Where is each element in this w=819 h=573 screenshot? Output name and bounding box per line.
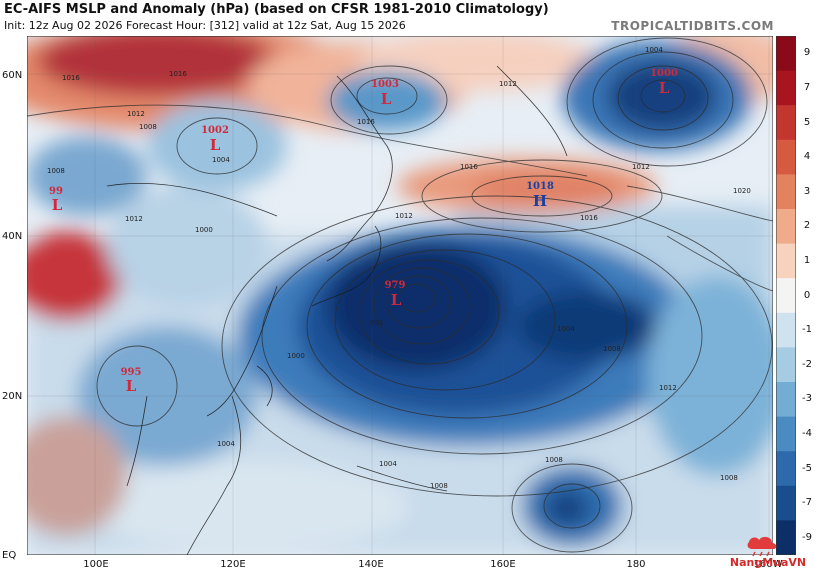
high-pressure-symbol: H bbox=[533, 192, 547, 210]
site-brand: TROPICALTIDBITS.COM bbox=[611, 19, 774, 33]
anomaly-field bbox=[27, 36, 773, 555]
pressure-center-value: 1000 bbox=[650, 68, 678, 79]
mslp-anomaly-map: 1004 1012 1016 1012 1016 1016 1008 1012 … bbox=[27, 36, 773, 555]
isobar-label: 1004 bbox=[212, 156, 230, 164]
pressure-center-value: 99 bbox=[49, 186, 63, 197]
pressure-center-value: 979 bbox=[385, 280, 406, 291]
isobar-label: 1016 bbox=[62, 74, 80, 82]
colorbar-label: 5 bbox=[803, 116, 811, 128]
colorbar-label: -7 bbox=[802, 497, 812, 509]
lon-label: 140E bbox=[358, 559, 384, 570]
colorbar-label: 4 bbox=[803, 151, 811, 163]
colorbar-swatch bbox=[776, 485, 796, 521]
colorbar-label: 0 bbox=[803, 289, 811, 301]
colorbar-swatch bbox=[776, 347, 796, 383]
colorbar-swatch bbox=[776, 174, 796, 210]
colorbar-label: 9 bbox=[803, 47, 811, 59]
colorbar-swatch bbox=[776, 139, 796, 175]
isobar-label: 1004 bbox=[379, 460, 397, 468]
low-pressure-symbol: L bbox=[210, 136, 221, 154]
isobar-label: 1008 bbox=[139, 123, 157, 131]
lat-label: 40N bbox=[2, 231, 23, 242]
colorbar-swatch bbox=[776, 416, 796, 452]
colorbar-label: -3 bbox=[802, 393, 812, 405]
lon-label: 100E bbox=[83, 559, 109, 570]
graticule bbox=[27, 36, 773, 555]
colorbar-swatch bbox=[776, 520, 796, 555]
lat-label: 20N bbox=[2, 391, 23, 402]
low-pressure-symbol: L bbox=[52, 196, 63, 214]
lon-label: 160W bbox=[753, 559, 783, 570]
colorbar-swatch bbox=[776, 278, 796, 314]
isobar-label: 1008 bbox=[603, 345, 621, 353]
lon-label: 160E bbox=[490, 559, 516, 570]
anomaly-colorbar bbox=[776, 36, 796, 555]
chart-title: EC-AIFS MSLP and Anomaly (hPa) (based on… bbox=[4, 2, 549, 17]
colorbar-swatch bbox=[776, 312, 796, 348]
isobar-label: 1008 bbox=[720, 474, 738, 482]
isobar-label: 1004 bbox=[557, 325, 575, 333]
lon-label: 120E bbox=[220, 559, 246, 570]
colorbar-swatch bbox=[776, 451, 796, 487]
isobar-label: 1008 bbox=[47, 167, 65, 175]
nangmua-logo bbox=[747, 536, 777, 557]
chart-subtitle: Init: 12z Aug 02 2026 Forecast Hour: [31… bbox=[4, 19, 406, 32]
isobar-label: 1016 bbox=[357, 118, 375, 126]
isobar-label: 1020 bbox=[733, 187, 751, 195]
logo-text: NangMuaVN bbox=[729, 556, 807, 569]
isobar-label: 1016 bbox=[460, 163, 478, 171]
isobar-label: 1012 bbox=[499, 80, 517, 88]
lon-label: 180 bbox=[626, 559, 646, 570]
colorbar-label: 7 bbox=[803, 81, 811, 93]
colorbar-swatch bbox=[776, 243, 796, 279]
pressure-center-value: 1018 bbox=[526, 181, 554, 192]
coastlines bbox=[106, 65, 568, 555]
isobars bbox=[27, 37, 773, 553]
isobar-label: 1000 bbox=[195, 226, 213, 234]
colorbar-swatch bbox=[776, 382, 796, 418]
isobar-label: 1012 bbox=[125, 215, 143, 223]
lat-label: 60N bbox=[2, 70, 23, 81]
isobar-labels: 1004 1012 1016 1012 1016 1016 1008 1012 … bbox=[47, 46, 751, 490]
colorbar-label: -2 bbox=[802, 358, 812, 370]
colorbar-swatch bbox=[776, 105, 796, 141]
isobar-label: 992 bbox=[370, 319, 383, 327]
isobar-label: 1000 bbox=[287, 352, 305, 360]
colorbar-label: -5 bbox=[802, 462, 812, 474]
colorbar-swatch bbox=[776, 36, 796, 72]
isobar-label: 1016 bbox=[169, 70, 187, 78]
pressure-centers: 1003 L 1000 L 1002 L 99 L 1018 H 979 L 9… bbox=[49, 68, 678, 395]
low-pressure-symbol: L bbox=[126, 377, 137, 395]
colorbar-label: 3 bbox=[803, 185, 811, 197]
low-pressure-symbol: L bbox=[381, 90, 392, 108]
colorbar-swatch bbox=[776, 70, 796, 106]
pressure-center-value: 1003 bbox=[371, 79, 399, 90]
isobar-label: 1008 bbox=[545, 456, 563, 464]
colorbar-swatch bbox=[776, 209, 796, 245]
isobar-label: 1012 bbox=[127, 110, 145, 118]
low-pressure-symbol: L bbox=[659, 79, 670, 97]
pressure-center-value: 1002 bbox=[201, 125, 229, 136]
isobar-label: 1008 bbox=[430, 482, 448, 490]
colorbar-label: -1 bbox=[802, 324, 812, 336]
pressure-center-value: 995 bbox=[121, 367, 142, 378]
colorbar-label: -4 bbox=[802, 427, 812, 439]
isobar-label: 1012 bbox=[632, 163, 650, 171]
lat-label: EQ bbox=[2, 550, 17, 561]
isobar-label: 1012 bbox=[395, 212, 413, 220]
isobar-label: 1004 bbox=[645, 46, 663, 54]
isobar-label: 1012 bbox=[659, 384, 677, 392]
colorbar-label: 1 bbox=[803, 254, 811, 266]
isobar-label: 1004 bbox=[217, 440, 235, 448]
low-pressure-symbol: L bbox=[391, 291, 402, 309]
colorbar-label: -9 bbox=[802, 531, 812, 543]
colorbar-label: 2 bbox=[803, 220, 811, 232]
isobar-label: 1016 bbox=[580, 214, 598, 222]
